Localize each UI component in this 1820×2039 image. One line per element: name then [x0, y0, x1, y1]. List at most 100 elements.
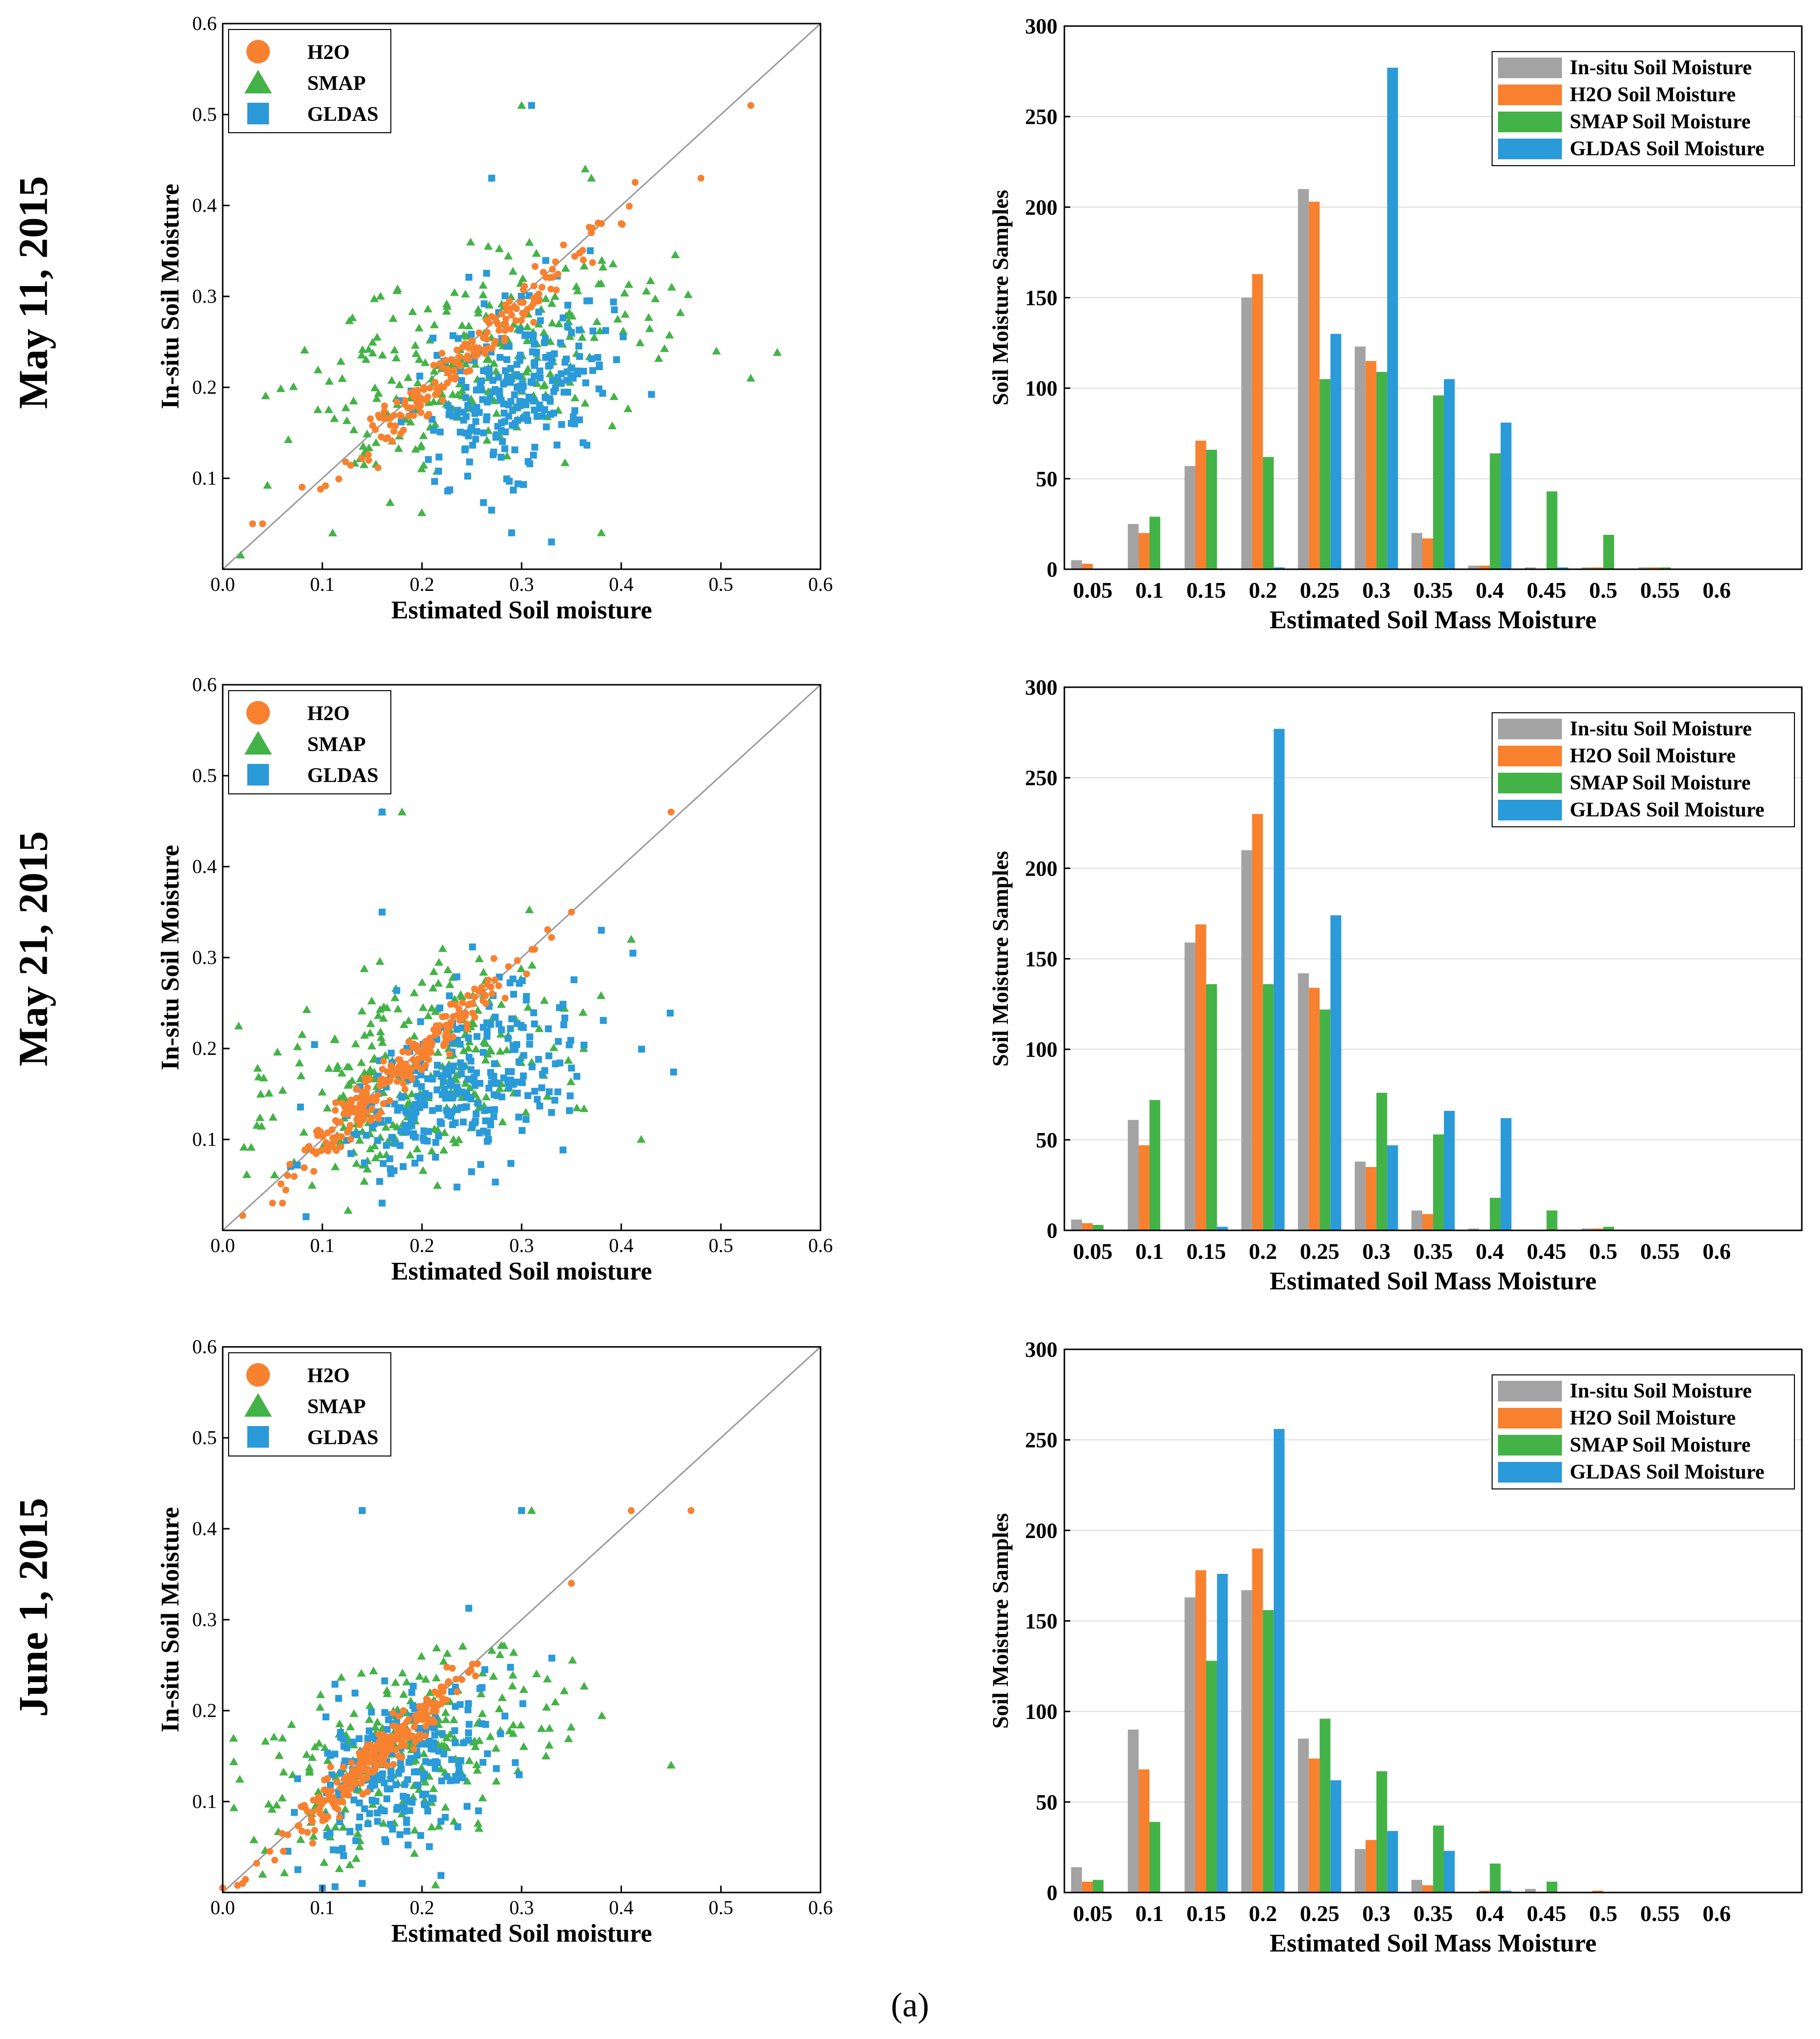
- series-gldas: [287, 809, 677, 1221]
- data-point: [311, 1827, 318, 1834]
- data-point: [491, 367, 500, 375]
- y-tick-label: 100: [1025, 1700, 1057, 1724]
- data-point: [429, 967, 439, 975]
- data-point: [446, 1050, 453, 1057]
- data-point: [502, 320, 509, 328]
- data-point: [485, 366, 493, 373]
- data-point: [347, 1136, 354, 1143]
- bar: [1309, 988, 1320, 1230]
- data-point: [471, 993, 478, 1000]
- data-point: [277, 1180, 285, 1188]
- data-point: [297, 1104, 304, 1111]
- data-point: [417, 1652, 426, 1660]
- data-point: [348, 1098, 355, 1106]
- data-point: [581, 399, 590, 407]
- data-point: [551, 1697, 560, 1706]
- bar: [1217, 1226, 1228, 1230]
- data-point: [404, 373, 413, 381]
- bar: [1354, 346, 1366, 569]
- bar: [1262, 1610, 1274, 1893]
- data-point: [418, 1003, 428, 1011]
- data-point: [626, 935, 636, 943]
- data-point: [310, 1167, 318, 1175]
- data-point: [447, 356, 455, 363]
- y-tick-label: 0.2: [192, 1699, 217, 1721]
- data-point: [589, 327, 597, 335]
- data-point: [386, 1155, 393, 1163]
- data-point: [313, 405, 323, 413]
- data-point: [368, 1097, 376, 1104]
- data-point: [327, 1781, 334, 1789]
- data-point: [328, 1126, 336, 1134]
- legend-swatch: [1498, 1435, 1562, 1456]
- data-point: [449, 1817, 459, 1825]
- data-point: [548, 1655, 556, 1662]
- data-point: [560, 458, 570, 466]
- data-point: [371, 1722, 380, 1731]
- bar: [1603, 1226, 1615, 1230]
- x-tick-label: 0.0: [210, 1234, 235, 1256]
- x-tick-label: 0.1: [1135, 1239, 1164, 1264]
- data-point: [268, 1112, 278, 1121]
- bar: [1330, 334, 1342, 569]
- bar: [1354, 1849, 1366, 1893]
- bar: [1082, 1223, 1093, 1230]
- data-point: [463, 355, 470, 362]
- y-tick-label: 200: [1025, 856, 1057, 880]
- data-point: [363, 1774, 371, 1781]
- data-point: [469, 1019, 478, 1027]
- x-tick-label: 0.5: [708, 1896, 733, 1919]
- data-point: [435, 467, 442, 475]
- data-point: [373, 1718, 382, 1726]
- data-point: [458, 1070, 465, 1078]
- data-point: [348, 1076, 357, 1084]
- data-point: [453, 347, 461, 354]
- y-tick-label: 0: [1047, 1219, 1057, 1243]
- data-point: [513, 371, 520, 379]
- data-point: [357, 1006, 367, 1015]
- data-point: [427, 1822, 437, 1831]
- data-point: [433, 1700, 440, 1708]
- data-point: [391, 1100, 398, 1107]
- data-point: [360, 1031, 369, 1039]
- data-point: [256, 1089, 265, 1098]
- x-axis-label: Estimated Soil Mass Moisture: [1270, 606, 1597, 634]
- data-point: [410, 1130, 417, 1137]
- legend-swatch: [1498, 85, 1562, 105]
- data-point: [432, 1643, 441, 1652]
- legend-label-gldas: GLDAS: [307, 103, 379, 126]
- data-point: [395, 1056, 402, 1063]
- data-point: [338, 374, 347, 382]
- data-point: [478, 1793, 487, 1802]
- data-point: [464, 472, 471, 480]
- data-point: [490, 396, 499, 405]
- y-tick-label: 0.3: [192, 946, 217, 968]
- data-point: [239, 1142, 249, 1151]
- data-point: [453, 973, 461, 981]
- data-point: [478, 290, 488, 298]
- data-point: [415, 1055, 422, 1063]
- data-point: [447, 1078, 455, 1085]
- data-point: [335, 1695, 342, 1702]
- data-point: [465, 1756, 474, 1764]
- data-point: [291, 1809, 298, 1816]
- row-label-may21: May 21, 2015: [10, 831, 57, 1067]
- data-point: [381, 1709, 388, 1716]
- data-point: [384, 1117, 392, 1124]
- data-point: [449, 1033, 457, 1041]
- data-point: [454, 1135, 464, 1143]
- bar: [1273, 728, 1285, 1230]
- data-point: [380, 1160, 387, 1167]
- data-point: [399, 1048, 407, 1055]
- data-point: [417, 1832, 424, 1839]
- bar: [1082, 1881, 1093, 1893]
- data-point: [382, 1142, 390, 1149]
- data-point: [399, 1690, 408, 1698]
- data-point: [339, 1823, 348, 1831]
- data-point: [457, 386, 467, 394]
- data-point: [264, 1089, 274, 1097]
- data-point: [334, 1118, 341, 1126]
- data-point: [434, 979, 443, 987]
- data-point: [483, 413, 491, 420]
- data-point: [440, 1042, 447, 1049]
